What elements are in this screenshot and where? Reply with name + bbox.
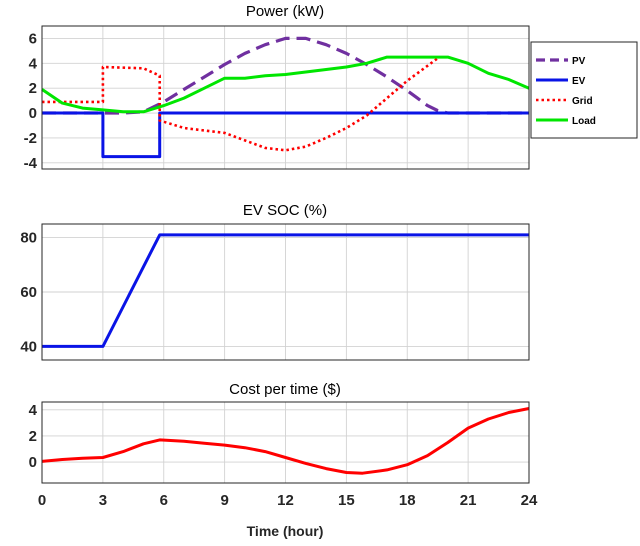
legend-box bbox=[530, 41, 638, 139]
cost-ytick-label: 0 bbox=[29, 454, 37, 471]
cost-title: Cost per time ($) bbox=[229, 381, 341, 398]
soc-title: EV SOC (%) bbox=[243, 202, 327, 219]
soc-series bbox=[42, 233, 529, 348]
cost-ytick-label: 2 bbox=[29, 428, 37, 445]
power-pv-series bbox=[42, 36, 529, 115]
cost-panel: Cost per time ($) 4 2 0 0 3 6 9 12 15 18 21 24 Tim… bbox=[29, 381, 538, 539]
xtick-label: 15 bbox=[338, 492, 355, 509]
legend-ev-label: EV bbox=[572, 76, 586, 87]
cost-ytick-label: 4 bbox=[29, 402, 38, 419]
legend-items: PV EV Grid Load bbox=[536, 56, 596, 127]
cost-line-series bbox=[41, 407, 530, 475]
xtick-label: 24 bbox=[521, 492, 538, 509]
power-grid-series bbox=[42, 57, 439, 152]
soc-ytick-label: 40 bbox=[20, 338, 37, 355]
cost-axes-frame bbox=[41, 401, 530, 484]
xtick-label: 18 bbox=[399, 492, 416, 509]
power-title: Power (kW) bbox=[246, 3, 324, 20]
xtick-label: 3 bbox=[99, 492, 107, 509]
power-ytick-label: 4 bbox=[29, 55, 38, 72]
power-yticks: 6 4 2 0 -2 -4 bbox=[24, 30, 38, 171]
power-ytick-label: -4 bbox=[24, 155, 38, 172]
soc-line-series bbox=[42, 233, 529, 348]
soc-panel: EV SOC (%) 80 60 40 bbox=[20, 202, 530, 361]
power-ytick-label: -2 bbox=[24, 130, 37, 147]
xtick-label: 9 bbox=[220, 492, 228, 509]
xtick-label: 0 bbox=[38, 492, 46, 509]
x-axis-label: Time (hour) bbox=[247, 523, 324, 539]
soc-yticks: 80 60 40 bbox=[20, 230, 37, 356]
legend-pv-label: PV bbox=[572, 56, 586, 67]
power-load-series bbox=[41, 55, 530, 114]
xtick-label: 6 bbox=[160, 492, 168, 509]
power-panel: Power (kW) 6 4 2 0 -2 -4 bbox=[24, 3, 530, 172]
xtick-label: 12 bbox=[277, 492, 294, 509]
power-ytick-label: 2 bbox=[29, 80, 37, 97]
cost-series bbox=[41, 407, 530, 475]
cost-grid bbox=[42, 402, 529, 483]
power-ev-series bbox=[42, 111, 529, 159]
power-axes-frame bbox=[41, 25, 530, 170]
soc-ytick-label: 60 bbox=[20, 284, 37, 301]
legend-load-label: Load bbox=[572, 116, 596, 127]
power-series bbox=[41, 36, 530, 159]
cost-xticks: 0 3 6 9 12 15 18 21 24 bbox=[38, 492, 538, 509]
legend-grid-label: Grid bbox=[572, 96, 593, 107]
legend: PV EV Grid Load bbox=[530, 41, 638, 139]
soc-ytick-label: 80 bbox=[20, 230, 37, 247]
power-ytick-label: 6 bbox=[29, 30, 37, 47]
soc-grid bbox=[42, 224, 529, 360]
power-ytick-label: 0 bbox=[29, 105, 37, 122]
xtick-label: 21 bbox=[460, 492, 477, 509]
cost-yticks: 4 2 0 bbox=[29, 402, 38, 471]
soc-axes-frame bbox=[41, 223, 530, 361]
